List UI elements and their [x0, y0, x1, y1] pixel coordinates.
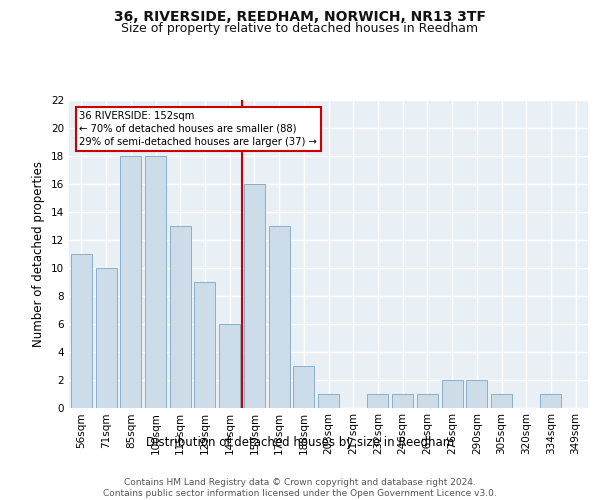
Bar	[417, 394, 438, 407]
Bar	[170, 226, 191, 408]
Bar	[293, 366, 314, 408]
Bar	[194, 282, 215, 408]
Bar	[442, 380, 463, 407]
Bar	[392, 394, 413, 407]
Bar	[541, 394, 562, 407]
Text: 36 RIVERSIDE: 152sqm
← 70% of detached houses are smaller (88)
29% of semi-detac: 36 RIVERSIDE: 152sqm ← 70% of detached h…	[79, 111, 317, 147]
Bar	[145, 156, 166, 407]
Text: Distribution of detached houses by size in Reedham: Distribution of detached houses by size …	[146, 436, 454, 449]
Bar	[318, 394, 339, 407]
Y-axis label: Number of detached properties: Number of detached properties	[32, 161, 46, 347]
Bar	[120, 156, 141, 407]
Bar	[95, 268, 116, 408]
Bar	[491, 394, 512, 407]
Bar	[269, 226, 290, 408]
Bar	[244, 184, 265, 408]
Text: Contains HM Land Registry data © Crown copyright and database right 2024.
Contai: Contains HM Land Registry data © Crown c…	[103, 478, 497, 498]
Bar	[367, 394, 388, 407]
Bar	[466, 380, 487, 407]
Text: 36, RIVERSIDE, REEDHAM, NORWICH, NR13 3TF: 36, RIVERSIDE, REEDHAM, NORWICH, NR13 3T…	[114, 10, 486, 24]
Text: Size of property relative to detached houses in Reedham: Size of property relative to detached ho…	[121, 22, 479, 35]
Bar	[71, 254, 92, 408]
Bar	[219, 324, 240, 407]
